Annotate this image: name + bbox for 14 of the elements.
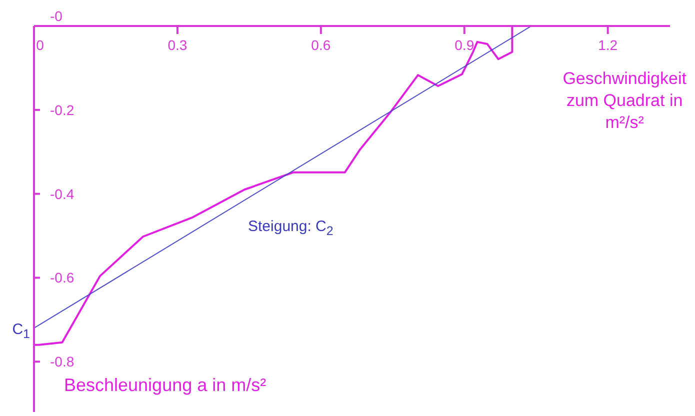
- x-tick-label: 0: [36, 37, 44, 53]
- y-axis-title: Beschleunigung a in m/s²: [64, 375, 266, 396]
- y-tick-label: -0: [50, 8, 63, 24]
- annotation: Steigung: C$_{2}$: [248, 218, 334, 238]
- y-tick-label: -0.2: [50, 102, 74, 118]
- x-tick-label: 1.2: [598, 37, 618, 53]
- x-axis-title: Geschwindigkeit zum Quadrat in m²/s²: [562, 68, 688, 134]
- y-tick-label: -0.6: [50, 270, 74, 286]
- y-tick-label: -0.8: [50, 354, 74, 370]
- y-tick-label: -0.4: [50, 186, 74, 202]
- x-tick-label: 0.9: [454, 37, 474, 53]
- x-tick-label: 0.6: [311, 37, 331, 53]
- annotation: C$_{1}$: [12, 321, 30, 342]
- x-tick-label: 0.3: [168, 37, 188, 53]
